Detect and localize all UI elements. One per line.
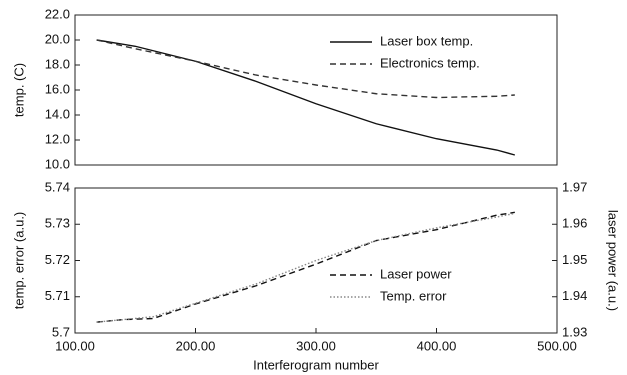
y-tick-label: 10.0	[45, 156, 70, 171]
y-tick-label: 5.71	[45, 288, 70, 303]
legend-label: Laser power	[380, 266, 452, 281]
legend-label: Temp. error	[380, 288, 447, 303]
y-tick-label: 22.0	[45, 6, 70, 21]
data-line	[96, 39, 515, 99]
y2-tick-label: 1.93	[562, 324, 587, 339]
x-tick-label: 100.00	[55, 338, 95, 353]
y-tick-label: 5.72	[45, 252, 70, 267]
y-axis-label: temp. error (a.u.)	[11, 212, 26, 310]
y2-axis-label: laser power (a.u.)	[606, 210, 621, 311]
y-tick-label: 20.0	[45, 31, 70, 46]
plot-frame	[74, 14, 558, 166]
data-line	[96, 212, 515, 323]
y-tick-label: 5.74	[45, 179, 70, 194]
y2-tick-label: 1.95	[562, 252, 587, 267]
y2-tick-label: 1.96	[562, 216, 587, 231]
x-tick-label: 500.00	[537, 338, 577, 353]
y-tick-label: 14.0	[45, 106, 70, 121]
y2-tick-label: 1.94	[562, 288, 587, 303]
y-tick-label: 18.0	[45, 56, 70, 71]
y-tick-label: 5.73	[45, 216, 70, 231]
y-axis-label: temp. (C)	[11, 63, 26, 117]
data-line	[96, 211, 515, 323]
x-tick-label: 200.00	[176, 338, 216, 353]
y-tick-label: 16.0	[45, 81, 70, 96]
x-tick-label: 300.00	[296, 338, 336, 353]
legend-label: Electronics temp.	[380, 55, 480, 70]
x-axis-label: Interferogram number	[253, 357, 379, 372]
x-tick-label: 400.00	[417, 338, 457, 353]
y2-tick-label: 1.97	[562, 179, 587, 194]
plot-frame	[74, 187, 558, 334]
legend-label: Laser box temp.	[380, 33, 473, 48]
y-tick-label: 5.7	[52, 324, 70, 339]
data-line	[96, 39, 516, 156]
y-tick-label: 12.0	[45, 131, 70, 146]
